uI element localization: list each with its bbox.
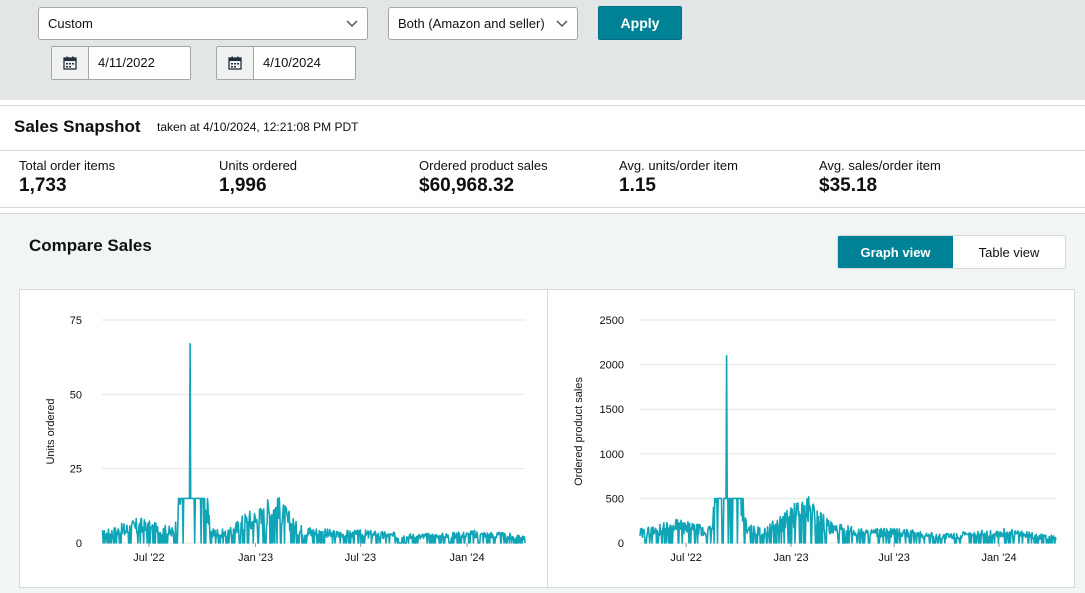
date-range-select[interactable]: Custom [38,7,368,40]
ordered-product-sales-chart-svg: 0 500 1000 1500 2000 2500 Jul '22 Jan '23 Jul '2… [573,315,1057,564]
calendar-icon[interactable] [52,47,89,79]
metric-avg-units-per-order-item: Avg. units/order item 1.15 [619,158,738,197]
divider [0,207,1085,208]
ordered-product-sales-chart: 0 500 1000 1500 2000 2500 Jul '22 Jan '23 Jul '2… [547,289,1075,588]
metric-label: Ordered product sales [419,158,548,173]
y-tick-label: 0 [618,538,624,550]
y-tick-label: 0 [76,538,82,550]
y-tick-label: 2000 [600,360,624,372]
snapshot-title: Sales Snapshot [14,117,141,136]
y-axis-title: Ordered product sales [573,377,585,486]
metric-units-ordered: Units ordered 1,996 [219,158,297,197]
table-view-button[interactable]: Table view [952,236,1065,268]
metric-value: $35.18 [819,175,878,196]
series-line [639,354,1057,544]
snapshot-timestamp: taken at 4/10/2024, 12:21:08 PM PDT [157,120,359,134]
y-axis-title: Units ordered [45,398,57,464]
metric-value: 1.15 [619,175,656,196]
compare-sales-title: Compare Sales [29,236,152,255]
start-date-value: 4/11/2022 [98,55,155,70]
units-ordered-chart: 0 25 50 75 Jul '22 Jan '23 Jul '23 Jan '24 Units… [19,289,548,588]
compare-sales-section: Compare Sales Graph view Table view 0 25 5… [0,213,1085,593]
metric-label: Total order items [19,158,116,173]
metric-label: Avg. units/order item [619,158,738,173]
y-tick-label: 1500 [600,404,624,416]
metric-value: 1,733 [19,175,67,196]
y-tick-label: 2500 [600,315,624,327]
y-tick-label: 75 [70,315,82,327]
series-line [101,343,526,544]
view-toggle: Graph view Table view [837,235,1066,269]
x-tick-label: Jul '23 [878,552,909,564]
y-tick-label: 1000 [600,449,624,461]
calendar-icon[interactable] [217,47,254,79]
metric-ordered-product-sales: Ordered product sales $60,968.32 [419,158,548,197]
fulfillment-select[interactable]: Both (Amazon and seller) [388,7,578,40]
chevron-down-icon [556,8,568,39]
metric-label: Avg. sales/order item [819,158,941,173]
x-tick-label: Jul '23 [345,552,376,564]
fulfillment-select-value: Both (Amazon and seller) [398,16,545,31]
units-ordered-chart-svg: 0 25 50 75 Jul '22 Jan '23 Jul '23 Jan '24 Units… [45,315,526,564]
x-tick-label: Jul '22 [133,552,164,564]
x-tick-label: Jan '23 [238,552,273,564]
y-tick-label: 50 [70,389,82,401]
x-tick-label: Jul '22 [670,552,701,564]
end-date-value: 4/10/2024 [263,55,321,70]
metric-value: 1,996 [219,175,267,196]
end-date-field[interactable]: 4/10/2024 [216,46,356,80]
start-date-field[interactable]: 4/11/2022 [51,46,191,80]
x-tick-label: Jan '24 [449,552,484,564]
date-range-select-value: Custom [48,16,93,31]
chevron-down-icon [346,8,358,39]
graph-view-button[interactable]: Graph view [838,236,953,268]
y-tick-label: 25 [70,464,82,476]
metric-total-order-items: Total order items 1,733 [19,158,115,197]
x-tick-label: Jan '24 [981,552,1016,564]
metric-avg-sales-per-order-item: Avg. sales/order item $35.18 [819,158,941,197]
x-tick-label: Jan '23 [773,552,808,564]
filter-bar: Custom Both (Amazon and seller) Apply 4/… [0,0,1085,100]
y-tick-label: 500 [606,493,624,505]
metric-label: Units ordered [219,158,298,173]
sales-snapshot-header: Sales Snapshot taken at 4/10/2024, 12:21… [0,105,1085,151]
metric-value: $60,968.32 [419,175,515,196]
apply-button[interactable]: Apply [598,6,682,40]
